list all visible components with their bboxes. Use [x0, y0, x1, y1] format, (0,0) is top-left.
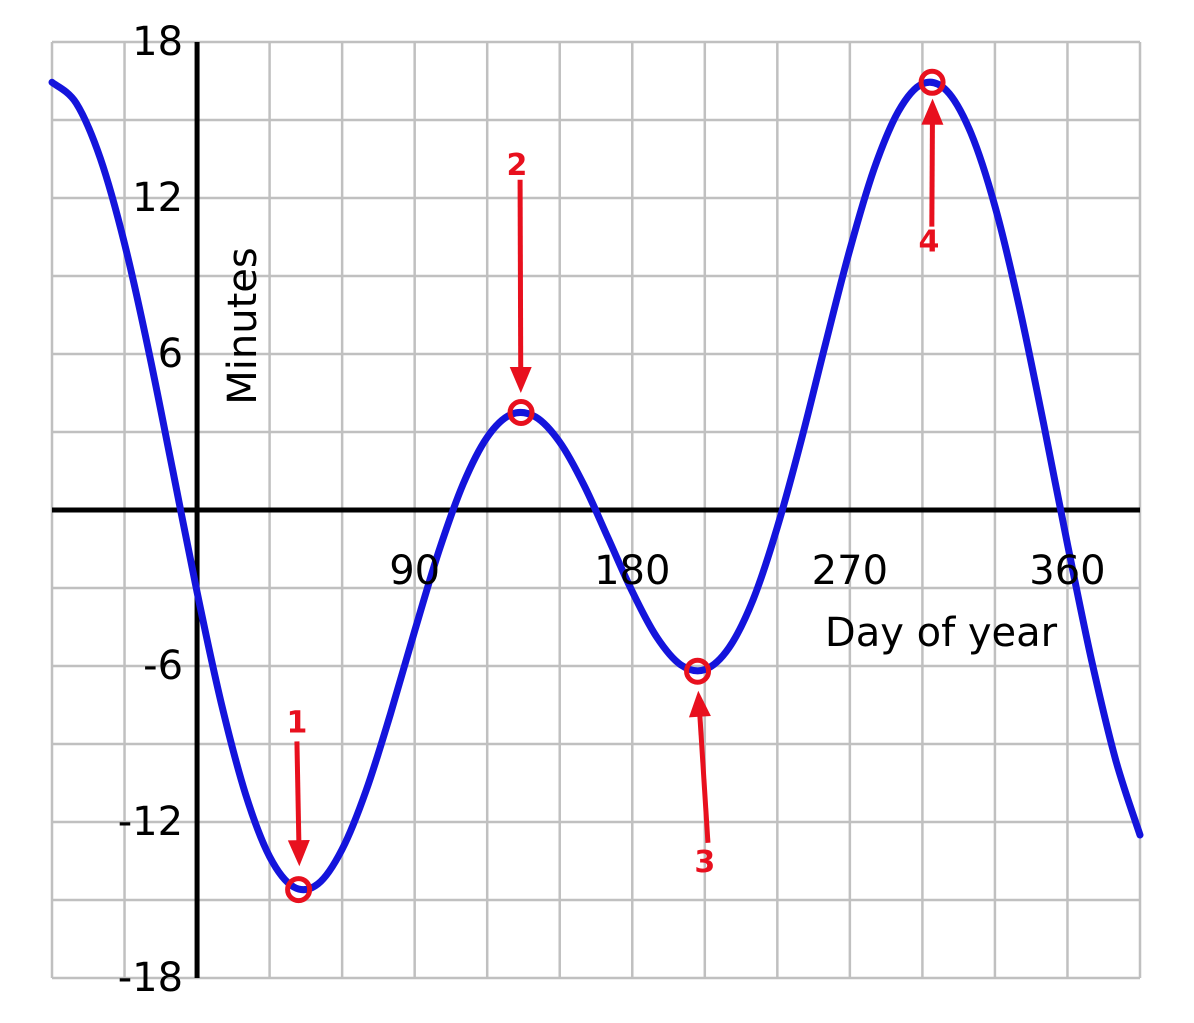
annotation-arrow-head	[287, 839, 310, 867]
annotation-layer: 1 2 3 4	[285, 68, 946, 904]
x-tick-label: 180	[594, 548, 670, 594]
annotation-arrow-head	[921, 98, 944, 125]
extremum-marker	[684, 657, 712, 685]
annotation-label: 2	[507, 148, 528, 183]
x-tick-label: 360	[1029, 548, 1105, 594]
title-layer: Day of year Minutes	[220, 247, 1058, 656]
annotation-arrow-shaft	[929, 118, 935, 227]
x-tick-label: 90	[389, 548, 440, 594]
annotation-label: 4	[918, 225, 939, 260]
annotation-label: 3	[694, 845, 715, 880]
x-axis-title: Day of year	[825, 610, 1058, 656]
y-tick-label: -6	[143, 643, 183, 689]
extremum-marker	[285, 876, 313, 904]
annotation-arrow-shaft	[294, 741, 302, 847]
y-tick-label: 12	[132, 175, 183, 221]
y-tick-label: -18	[118, 955, 183, 1001]
annotation-label: 1	[286, 706, 307, 741]
y-tick-label: 18	[132, 19, 183, 65]
extremum-marker	[918, 68, 946, 96]
y-tick-label: -12	[118, 799, 183, 845]
x-tick-label: 270	[812, 548, 888, 594]
y-tick-label: 6	[158, 331, 183, 377]
curve-layer	[48, 78, 1144, 894]
annotation-arrow-shaft	[697, 710, 711, 843]
y-axis-title: Minutes	[220, 247, 266, 404]
annotation-arrow-head	[688, 690, 711, 718]
equation-of-time-curve	[48, 78, 1144, 894]
annotation-arrow-head	[509, 366, 532, 393]
extremum-marker	[507, 399, 535, 426]
annotation-arrow-shaft	[517, 179, 524, 374]
